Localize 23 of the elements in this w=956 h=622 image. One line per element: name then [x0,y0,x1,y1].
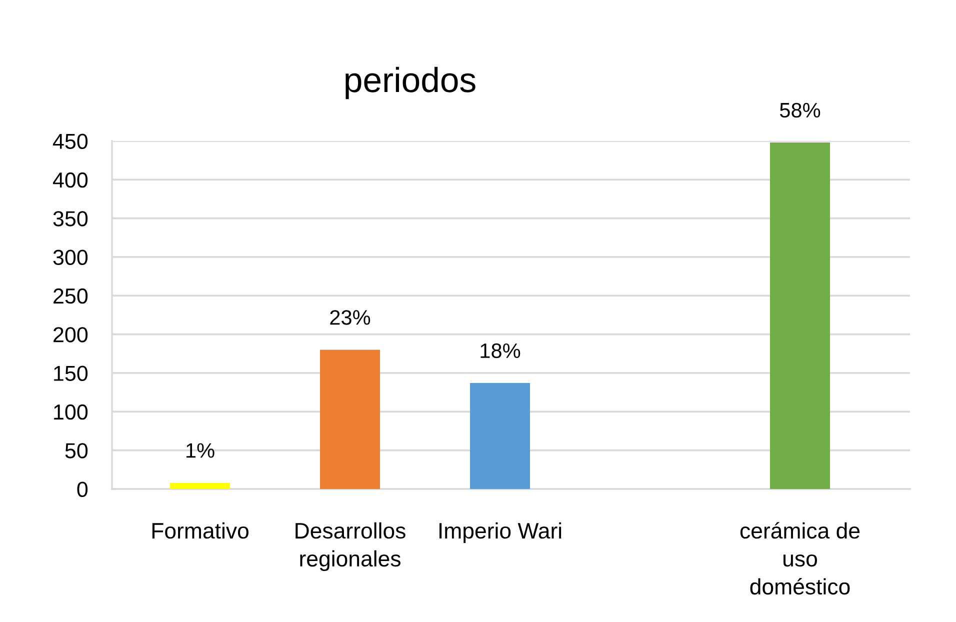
chart-title: periodos [346,66,476,100]
y-tick-label: 350 [53,211,88,226]
annotation: 58% [780,102,820,118]
annotation: 23% [330,310,370,325]
bar [320,350,380,489]
annotation: 1% [186,443,214,458]
y-tick-label: 450 [52,134,88,150]
y-tick-label: 300 [53,250,88,266]
annotation: 18% [480,343,520,358]
y-tick-label: 0 [77,482,88,498]
x-tick-label: cerámica de uso doméstico [740,522,860,595]
x-tick-label: Desarrollos regionales [296,522,406,572]
y-tick-label: 400 [52,172,88,188]
x-tick-label: Imperio Wari [440,522,562,544]
y-tick-label: 150 [54,366,88,382]
y-tick-label: 250 [54,288,88,304]
y-tick-label: 200 [54,327,88,342]
bar [770,142,830,489]
y-tick-label: 100 [54,404,88,420]
bar [170,482,230,489]
bar [470,383,530,489]
x-tick-label: Formativo [152,522,248,539]
y-tick-label: 50 [65,443,88,458]
